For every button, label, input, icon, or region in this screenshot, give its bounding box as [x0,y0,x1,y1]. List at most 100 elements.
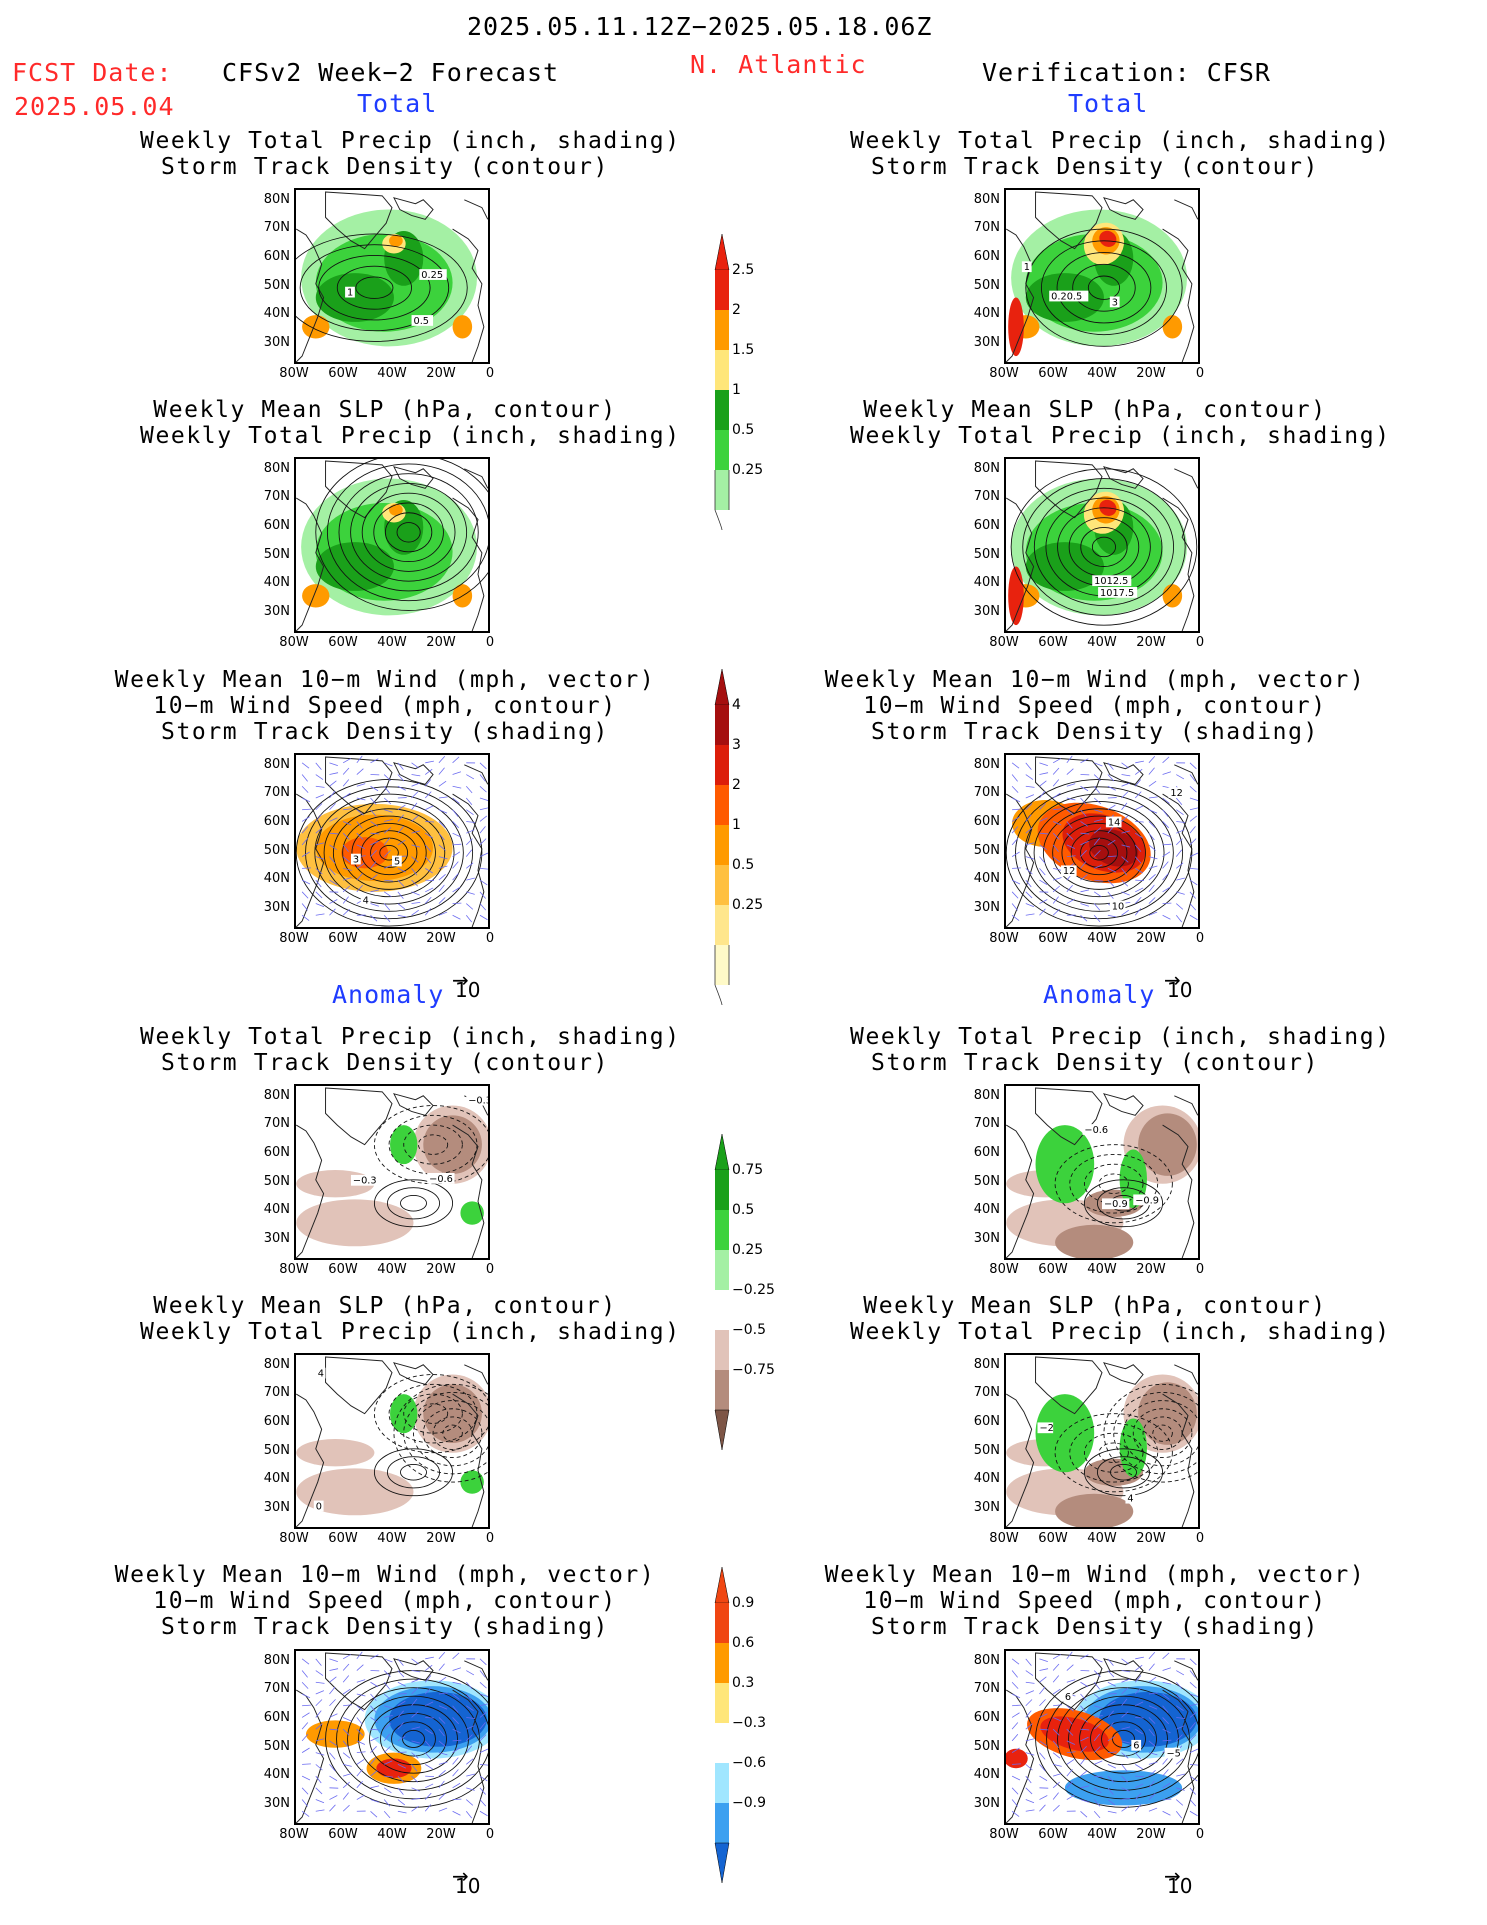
wind-vector [383,1723,392,1730]
wind-vector [1080,874,1088,881]
wind-vector [1093,1787,1102,1794]
wind-vector [356,863,365,869]
shading-region [302,584,330,608]
wind-vector [1025,1809,1035,1812]
title-r5: Weekly Mean SLP (hPa, contour) Weekly To… [850,1293,1389,1345]
coastline [325,191,393,250]
wind-vector [302,808,311,811]
wind-vector [1093,891,1102,898]
wind-vector [479,1670,486,1678]
wind-vector [1039,879,1048,885]
wind-vector [1080,809,1087,817]
wind-vector [329,844,338,851]
lat-label: 60N [263,814,290,829]
wind-vector [438,874,446,881]
lon-label: 0 [485,1262,495,1277]
lat-label: 30N [263,900,290,915]
lat-label: 60N [263,1145,290,1160]
wind-vector [1080,840,1089,846]
wind-vector [356,809,364,816]
lat-label: 80N [973,1357,1000,1372]
lon-label: 60W [1038,1531,1068,1546]
wind-vector [329,908,336,916]
wind-vector [1107,1670,1115,1678]
wind-vector [1066,1664,1074,1671]
wind-vector [1052,1804,1060,1812]
contour-line [1046,1678,1198,1800]
colorbar-segment [715,1290,729,1330]
wind-vector [1189,826,1196,834]
wind-vector [383,774,391,781]
lat-label: 60N [973,814,1000,829]
wind-vector [424,791,432,799]
lat-label: 40N [263,306,290,321]
wind-vector [342,1781,350,1789]
coastline [296,1124,325,1258]
contour-line [332,808,446,898]
map-plot: −2 4 [1006,1356,1198,1527]
colorbar-storm-anom [714,1566,730,1884]
wind-vector [301,838,309,846]
wind-vector [1176,774,1185,780]
lat-label: 60N [973,1710,1000,1725]
contour-line [1052,815,1146,890]
wind-vector [1066,1759,1075,1765]
wind-vector [1121,774,1131,777]
wind-vector [479,1734,487,1742]
contour-label: 10 [1112,901,1124,912]
wind-vector [479,1658,487,1666]
wind-vector [1189,1748,1198,1753]
wind-vector [1093,1746,1101,1753]
wind-vector [370,1799,379,1803]
vector-arrow-icon: → [1164,968,1181,992]
wind-vector [1094,809,1103,813]
wind-vector [397,1658,404,1666]
wind-vector [1121,1670,1131,1673]
wind-vector [1189,1670,1196,1678]
lat-label: 60N [973,1414,1000,1429]
wind-vector [465,915,473,923]
wind-vector [383,786,390,794]
coastline [1035,191,1103,250]
wind-vector [425,760,434,764]
lon-label: 80W [279,1827,309,1842]
lon-label: 80W [279,635,309,650]
wind-vector [466,1725,475,1730]
lat-label: 50N [973,843,1000,858]
wind-vector [1189,797,1198,801]
wind-vector [329,1752,336,1760]
contour-line [442,1424,463,1442]
wind-vector [479,762,487,770]
wind-vector [1107,774,1115,782]
wind-vector [424,1792,432,1800]
wind-vector [425,1775,435,1778]
wind-vector [425,1656,434,1660]
vector-arrow-icon: → [452,968,469,992]
colorbar-tail [714,470,730,530]
wind-vector [1121,1726,1131,1730]
wind-vector [1080,903,1089,907]
wind-vector [1052,1792,1059,1800]
wind-vector [1025,1710,1032,1718]
wind-vector [1066,844,1076,849]
contour-label: 12 [1170,788,1182,799]
lon-label: 20W [1136,931,1166,946]
contour-label: −0.6 [1084,1125,1108,1136]
colorbar-segment [715,1370,729,1410]
shading-region [452,315,473,339]
contour-label: −0.6 [429,1174,453,1185]
wind-vector [1039,803,1046,810]
vector-reference: → [1164,968,1181,992]
wind-vector [438,832,445,841]
lon-label: 40W [377,1262,407,1277]
contour-line [1098,1442,1129,1463]
colorbar-tail [714,945,730,1005]
coastline [325,1356,393,1415]
contour-label-bg [1109,900,1126,912]
wind-vector [452,861,459,869]
wind-vector [452,1757,459,1765]
wind-vector [1066,884,1073,893]
wind-vector [1148,1663,1155,1671]
coastline [393,197,434,220]
wind-vector [1012,808,1021,811]
